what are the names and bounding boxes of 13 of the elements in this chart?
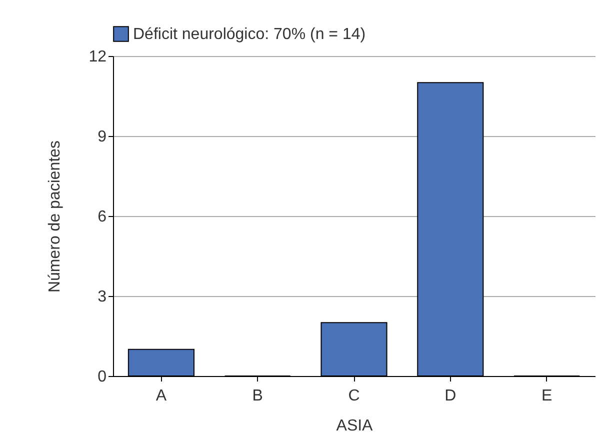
x-tick-label: D: [444, 388, 456, 404]
x-tick-label: E: [541, 388, 552, 404]
legend-label: Déficit neurológico: 70% (n = 14): [133, 26, 366, 43]
y-tick-label: 12: [88, 48, 107, 66]
y-tick-label: 9: [98, 128, 107, 146]
x-tick-label: C: [348, 388, 360, 404]
y-tick-label: 3: [98, 288, 107, 306]
y-tick-label: 6: [98, 208, 107, 226]
x-tick-label: B: [252, 388, 263, 404]
x-axis-title: ASIA: [336, 418, 374, 434]
x-tick-label: A: [156, 388, 167, 404]
y-tick-label: 0: [98, 368, 107, 386]
y-axis-title: Número de pacientes: [46, 140, 64, 293]
